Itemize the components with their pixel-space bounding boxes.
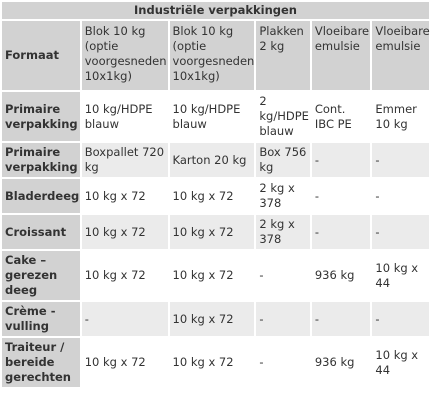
table-cell: -	[81, 302, 168, 336]
table-cell: 10 kg/HDPE blauw	[169, 92, 255, 141]
table-row: Primaire verpakking 10 kg/HDPE blauw 10 …	[2, 92, 429, 141]
table-cell: 10 kg x 72	[169, 215, 255, 249]
row-label: Primaire verpakking	[2, 143, 80, 177]
row-label: Cake – gerezen deeg	[2, 251, 80, 300]
header-row: Formaat Blok 10 kg (optie voorgesneden 1…	[2, 21, 430, 90]
table-cell: Boxpallet 720 kg	[81, 143, 168, 177]
table-cell: -	[372, 143, 429, 177]
table-cell: 936 kg	[311, 251, 371, 300]
table-cell: 10 kg x 72	[169, 338, 255, 387]
table-title: Industriële verpakkingen	[2, 2, 429, 19]
row-label: Traiteur / bereide gerechten	[2, 338, 80, 387]
table-cell: Box 756 kg	[256, 143, 310, 177]
table-cell: -	[256, 302, 310, 336]
table-cell: 10 kg x 72	[81, 338, 168, 387]
column-header-emulsie-2: Vloeibare emulsie	[372, 21, 430, 90]
table-cell: 10 kg x 72	[81, 251, 168, 300]
column-header-emulsie-1: Vloeibare emulsie	[311, 21, 371, 90]
row-label: Primaire verpakking	[2, 92, 80, 141]
table-cell: 936 kg	[311, 338, 371, 387]
table-cell: -	[311, 215, 371, 249]
table-cell: 10 kg x 72	[169, 302, 255, 336]
table-row: Crème - vulling - 10 kg x 72 - - -	[2, 302, 429, 336]
table-cell: 2 kg/HDPE blauw	[256, 92, 310, 141]
table-cell: 10 kg x 72	[81, 215, 168, 249]
table-cell: Emmer 10 kg	[372, 92, 429, 141]
table-cell: 10 kg x 44	[372, 338, 429, 387]
column-header-plakken: Plakken 2 kg	[256, 21, 310, 90]
table-cell: -	[311, 143, 371, 177]
table-cell: -	[372, 215, 429, 249]
column-header-blok-1: Blok 10 kg (optie voorgesneden 10x1kg)	[81, 21, 168, 90]
table-row: Cake – gerezen deeg 10 kg x 72 10 kg x 7…	[2, 251, 429, 300]
table-row: Croissant 10 kg x 72 10 kg x 72 2 kg x 3…	[2, 215, 429, 249]
table-cell: 2 kg x 378	[256, 179, 310, 213]
table-cell: 10 kg x 44	[372, 251, 429, 300]
table-cell: 10 kg/HDPE blauw	[81, 92, 168, 141]
table-cell: -	[372, 179, 429, 213]
table-cell: 10 kg x 72	[169, 251, 255, 300]
column-header-formaat: Formaat	[2, 21, 80, 90]
table-cell: -	[256, 251, 310, 300]
table-cell: -	[311, 302, 371, 336]
row-label: Bladerdeeg	[2, 179, 80, 213]
table-cell: 10 kg x 72	[81, 179, 168, 213]
table-row: Primaire verpakking Boxpallet 720 kg Kar…	[2, 143, 429, 177]
table-row: Traiteur / bereide gerechten 10 kg x 72 …	[2, 338, 429, 387]
table-cell: -	[311, 179, 371, 213]
table-cell: -	[372, 302, 429, 336]
table-cell: -	[256, 338, 310, 387]
table-cell: 2 kg x 378	[256, 215, 310, 249]
row-label: Croissant	[2, 215, 80, 249]
packaging-table: Industriële verpakkingen Formaat Blok 10…	[2, 2, 430, 387]
table-row: Bladerdeeg 10 kg x 72 10 kg x 72 2 kg x …	[2, 179, 429, 213]
title-row: Industriële verpakkingen	[2, 2, 429, 19]
column-header-blok-2: Blok 10 kg (optie voorgesneden 10x1kg)	[169, 21, 255, 90]
table-cell: 10 kg x 72	[169, 179, 255, 213]
row-label: Crème - vulling	[2, 302, 80, 336]
table-cell: Karton 20 kg	[169, 143, 255, 177]
table-cell: Cont. IBC PE	[311, 92, 371, 141]
